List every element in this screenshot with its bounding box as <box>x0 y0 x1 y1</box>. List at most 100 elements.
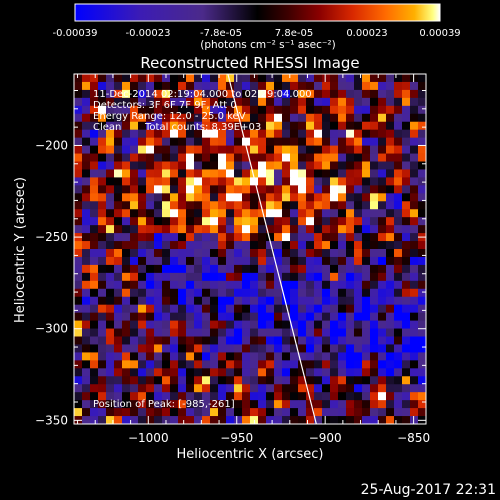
heatmap-cell <box>258 408 267 417</box>
heatmap-cell <box>178 97 187 107</box>
heatmap-cell <box>282 352 291 361</box>
heatmap-cell <box>194 97 203 107</box>
heatmap-cell <box>266 336 275 345</box>
heatmap-cell <box>290 280 299 290</box>
heatmap-cell <box>98 296 107 306</box>
heatmap-cell <box>202 352 211 361</box>
heatmap-cell <box>202 217 211 226</box>
heatmap-cell <box>178 233 187 242</box>
heatmap-cell <box>122 177 131 186</box>
heatmap-cell <box>194 328 203 337</box>
heatmap-cell <box>298 416 307 424</box>
heatmap-cell <box>314 352 323 361</box>
heatmap-cell <box>106 97 115 107</box>
heatmap-cell <box>258 185 267 194</box>
heatmap-cell <box>82 233 91 242</box>
heatmap-cell <box>274 352 283 361</box>
heatmap-cell <box>130 416 139 424</box>
heatmap-cell <box>226 288 235 298</box>
heatmap-cell <box>362 352 371 361</box>
heatmap-cell <box>362 280 371 290</box>
heatmap-cell <box>138 161 147 170</box>
heatmap-cell <box>186 137 195 146</box>
heatmap-cell <box>362 360 371 369</box>
heatmap-cell <box>226 336 235 345</box>
heatmap-cell <box>338 376 347 385</box>
heatmap-cell <box>354 233 363 242</box>
heatmap-cell <box>154 320 163 329</box>
heatmap-cell <box>186 225 195 234</box>
heatmap-cell <box>122 225 131 234</box>
heatmap-cell <box>154 288 163 298</box>
heatmap-cell <box>138 256 147 266</box>
heatmap-cell <box>402 225 411 234</box>
heatmap-cell <box>202 344 211 353</box>
heatmap-cell <box>378 249 387 258</box>
heatmap-cell <box>226 169 235 178</box>
heatmap-cell <box>162 81 171 91</box>
heatmap-cell <box>386 416 395 424</box>
heatmap-cell <box>226 320 235 329</box>
heatmap-cell <box>130 193 139 202</box>
heatmap-cell <box>394 320 403 329</box>
heatmap-cell <box>186 177 195 186</box>
heatmap-cell <box>282 368 291 377</box>
heatmap-cell <box>282 113 291 123</box>
heatmap-cell <box>218 129 227 139</box>
heatmap-cell <box>386 312 395 321</box>
heatmap-cell <box>410 145 419 154</box>
heatmap-cell <box>90 169 99 178</box>
heatmap-cell <box>370 400 379 409</box>
heatmap-cell <box>378 344 387 353</box>
heatmap-cell <box>370 249 379 258</box>
heatmap-cell <box>258 97 267 107</box>
heatmap-cell <box>82 264 91 274</box>
heatmap-cell <box>178 161 187 170</box>
heatmap-cell <box>98 312 107 321</box>
heatmap-cell <box>122 249 131 258</box>
heatmap-cell <box>298 288 307 298</box>
heatmap-cell <box>386 392 395 401</box>
heatmap-cell <box>202 264 211 274</box>
heatmap-cell <box>362 121 371 131</box>
heatmap-cell <box>274 256 283 266</box>
heatmap-cell <box>170 296 179 306</box>
heatmap-cell <box>90 81 99 91</box>
heatmap-cell <box>234 185 243 194</box>
heatmap-cell <box>354 129 363 139</box>
heatmap-cell <box>98 233 107 242</box>
heatmap-cell <box>186 105 195 115</box>
heatmap-cell <box>114 304 123 314</box>
heatmap-cell <box>394 153 403 162</box>
colorbar-tick-label: -7.8e-05 <box>200 28 242 39</box>
heatmap-cell <box>90 296 99 306</box>
heatmap-cell <box>146 400 155 409</box>
heatmap-cell <box>82 185 91 194</box>
heatmap-cell <box>226 352 235 361</box>
heatmap-cell <box>306 360 315 369</box>
heatmap-cell <box>418 193 426 202</box>
heatmap-cell <box>274 241 283 250</box>
heatmap-cell <box>306 129 315 139</box>
heatmap-cell <box>362 249 371 258</box>
heatmap-cell <box>106 105 115 115</box>
heatmap-cell <box>418 161 426 170</box>
heatmap-cell <box>90 161 99 170</box>
heatmap-cell <box>338 368 347 377</box>
heatmap-cell <box>114 185 123 194</box>
heatmap-cell <box>330 121 339 131</box>
heatmap-cell <box>394 384 403 393</box>
heatmap-cell <box>362 376 371 385</box>
heatmap-cell <box>290 137 299 146</box>
heatmap-cell <box>234 89 243 99</box>
heatmap-cell <box>394 177 403 186</box>
heatmap-cell <box>162 272 171 282</box>
heatmap-cell <box>146 97 155 107</box>
heatmap-cell <box>202 153 211 162</box>
heatmap-cell <box>186 193 195 202</box>
heatmap-cell <box>274 368 283 377</box>
heatmap-cell <box>410 137 419 146</box>
heatmap-cell <box>314 400 323 409</box>
heatmap-cell <box>74 169 83 178</box>
heatmap-cell <box>226 89 235 99</box>
